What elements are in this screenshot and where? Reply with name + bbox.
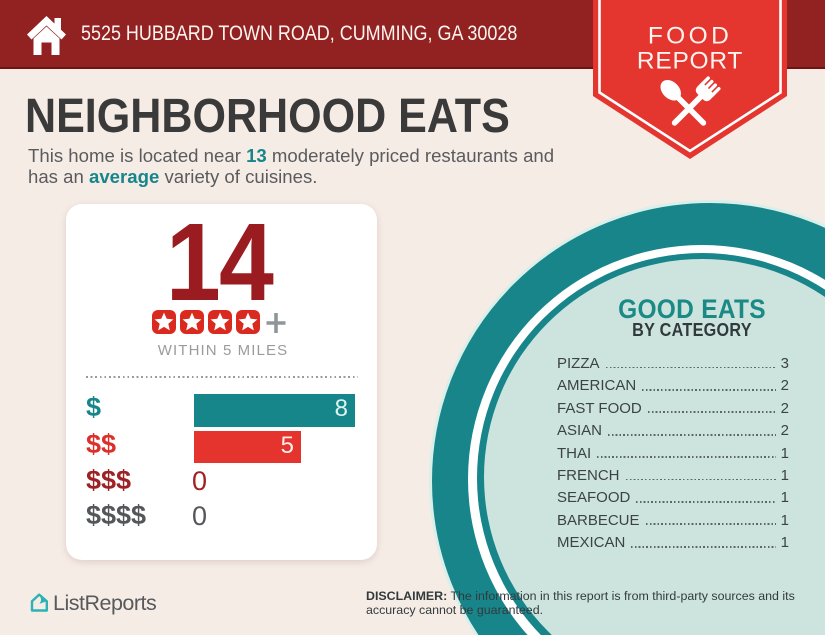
svg-text:FOOD: FOOD — [648, 23, 732, 50]
svg-text:REPORT: REPORT — [637, 47, 743, 74]
